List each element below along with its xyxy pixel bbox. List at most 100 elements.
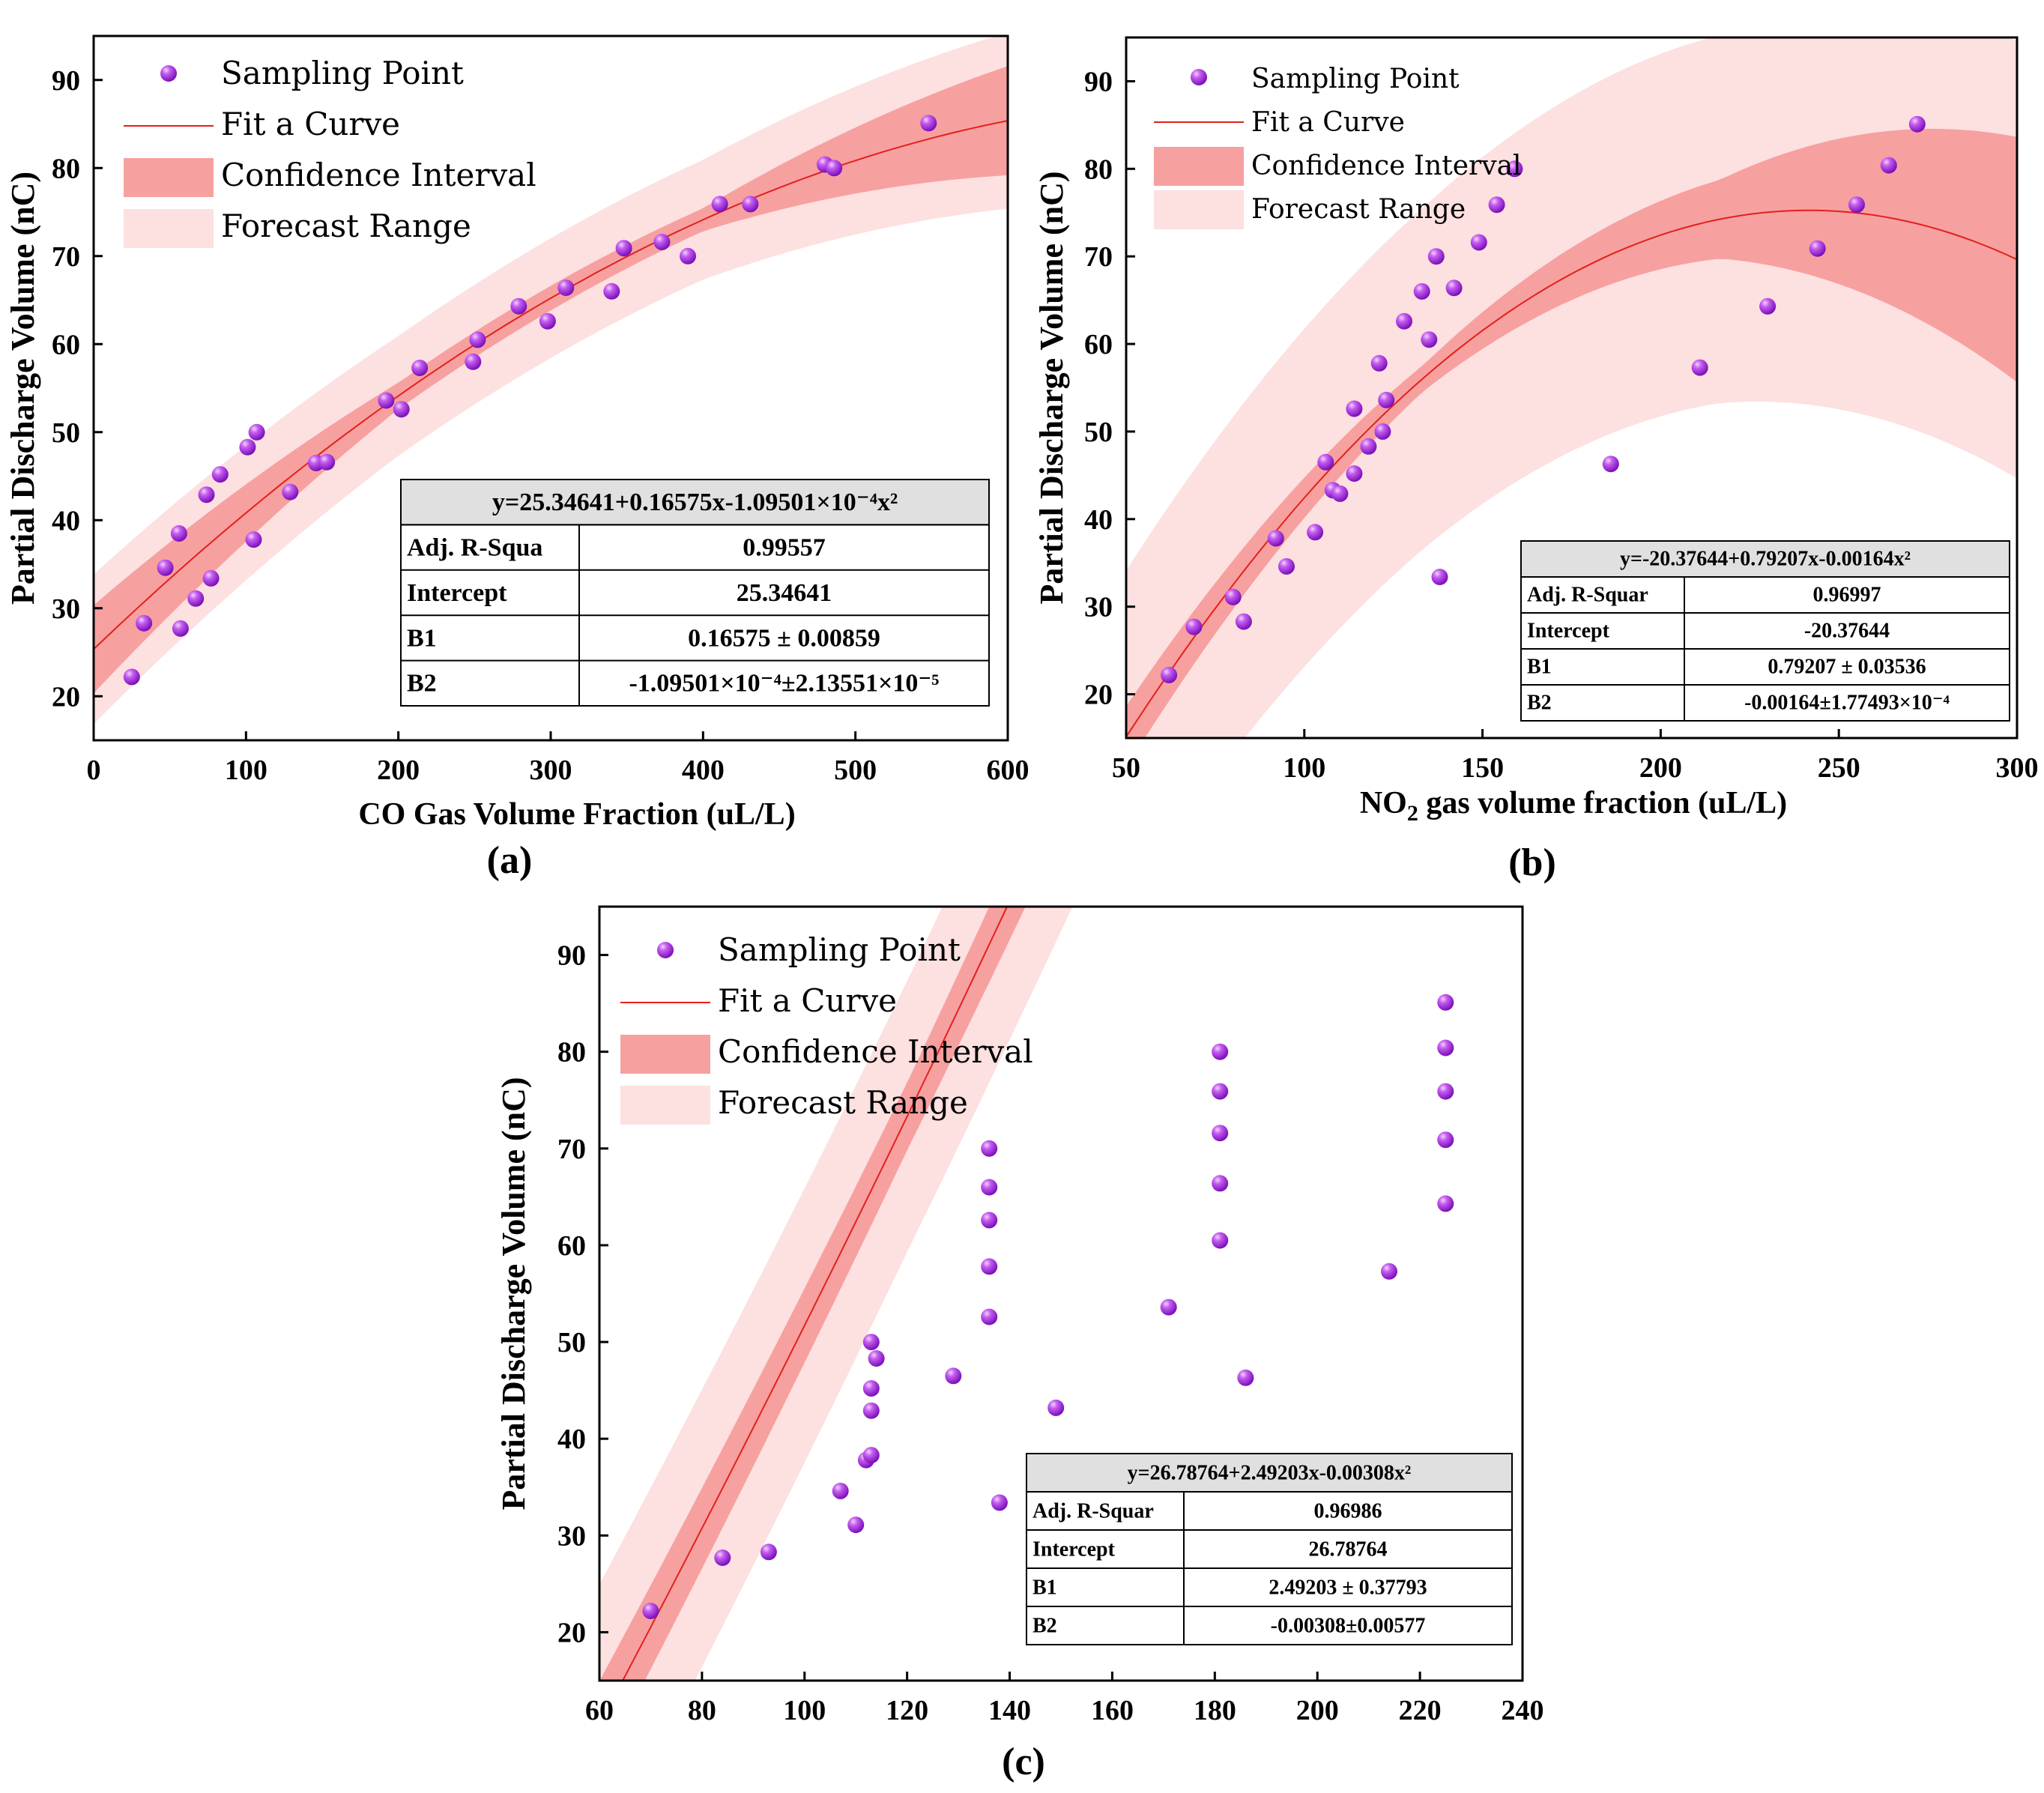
x-tick-label-a: 600 (987, 755, 1029, 786)
panel-label-c: (c) (1002, 1741, 1045, 1783)
x-tick-label-a: 400 (682, 755, 725, 786)
sampling-point-c-12 (981, 1308, 998, 1325)
legend-a: Sampling Point Fit a Curve Confidence Inte… (124, 55, 536, 248)
sampling-point-b-13 (1370, 354, 1388, 372)
sampling-point-a-7 (202, 569, 220, 587)
plot-frame-c (598, 905, 1524, 1682)
sampling-point-a-1 (136, 614, 153, 632)
legend-forecast-label: Forecast Range (718, 1084, 968, 1121)
x-tick-label-c: 160 (1091, 1695, 1134, 1726)
sampling-point-b-7 (1317, 453, 1334, 471)
confidence-band-b (1126, 128, 2017, 738)
legend-sampling-label: Sampling Point (221, 55, 464, 91)
sampling-point-a-18 (465, 353, 482, 370)
x-tick-label-a: 0 (87, 755, 101, 786)
legend-sampling-label: Sampling Point (718, 931, 961, 968)
sampling-point-a-21 (539, 312, 556, 330)
x-tick-label-b: 200 (1639, 752, 1682, 784)
sampling-point-a-8 (211, 466, 229, 483)
sampling-point-c-18 (1047, 1399, 1065, 1416)
legend-fit-label: Fit a Curve (221, 106, 400, 142)
legend-forecast-icon (124, 209, 214, 248)
sampling-point-c-26 (1381, 1263, 1397, 1280)
sampling-point-a-25 (653, 234, 671, 250)
sampling-point-b-24 (1506, 160, 1523, 178)
sampling-point-b-6 (1307, 524, 1324, 541)
sampling-point-a-4 (170, 524, 187, 542)
legend-ci-label: Confidence Interval (718, 1033, 1033, 1070)
panel-label-b: (b) (1508, 841, 1556, 884)
sampling-point-b-25 (1602, 456, 1619, 473)
y-axis-label-a: Partial Discharge Volume (nC) (4, 172, 41, 605)
legend-forecast-icon (620, 1086, 710, 1125)
sampling-point-c-16 (981, 1140, 998, 1157)
table-equation: y=-20.37644+0.79207x-0.00164x² (1620, 548, 1911, 571)
legend-fit-label: Fit a Curve (718, 982, 897, 1019)
legend-c: Sampling Point Fit a Curve Confidence Inte… (620, 931, 1033, 1125)
sampling-point-a-27 (711, 196, 728, 213)
sampling-point-b-22 (1470, 234, 1487, 251)
x-tick-label-a: 500 (834, 755, 877, 786)
sampling-point-a-10 (245, 531, 262, 548)
sampling-point-c-22 (1212, 1125, 1229, 1142)
sampling-point-b-9 (1331, 485, 1349, 502)
sampling-point-c-8 (862, 1380, 880, 1397)
y-tick-label-a: 20 (52, 681, 80, 713)
sampling-point-b-27 (1759, 297, 1777, 315)
sampling-point-c-28 (1437, 1131, 1454, 1149)
table-row-label: Adj. R-Squar (1527, 584, 1648, 607)
fit-curve-a (94, 120, 1008, 650)
table-row-value: 0.79207 ± 0.03536 (1768, 656, 1926, 679)
legend-ci-icon (620, 1035, 710, 1074)
confidence-band-c (599, 907, 1026, 1681)
y-tick-label-c: 90 (557, 940, 586, 972)
sampling-point-c-0 (642, 1603, 659, 1619)
table-row-value: -20.37644 (1804, 620, 1890, 643)
sampling-point-c-25 (1237, 1369, 1254, 1386)
y-tick-label-b: 20 (1084, 680, 1113, 711)
sampling-point-a-31 (920, 115, 937, 132)
panel-label-a: (a) (487, 839, 533, 882)
sampling-point-c-1 (714, 1549, 731, 1566)
sampling-point-c-24 (1212, 1043, 1229, 1060)
stats-table-c: y=26.78764+2.49203x-0.00308x² Adj. R-Squa… (1026, 1453, 1513, 1645)
sampling-point-a-24 (615, 240, 632, 257)
table-row-value: 0.99557 (743, 533, 826, 561)
sampling-point-a-9 (239, 438, 256, 456)
legend-ci-icon (124, 158, 214, 197)
x-tick-label-c: 180 (1194, 1695, 1236, 1726)
sampling-point-b-21 (1445, 279, 1463, 297)
chart-panel-c: 60 80 100 120 140 160 180 200 220 240 20 30 40 50 60 70… (495, 905, 1544, 1783)
y-tick-label-a: 50 (52, 417, 80, 449)
sampling-point-a-0 (123, 668, 140, 686)
chart-panel-a: 0 100 200 300 400 500 600 20 30 40 50 60 70 80 90 Parti… (4, 34, 1029, 882)
sampling-point-c-10 (868, 1350, 885, 1367)
x-tick-label-a: 200 (377, 755, 420, 786)
plot-area-c (599, 907, 1454, 1681)
sampling-point-c-31 (1437, 994, 1454, 1011)
y-tick-label-b: 70 (1084, 241, 1113, 273)
table-equation: y=26.78764+2.49203x-0.00308x² (1128, 1462, 1412, 1485)
sampling-point-a-16 (393, 401, 410, 418)
y-tick-label-c: 20 (557, 1617, 586, 1648)
sampling-point-c-17 (991, 1494, 1008, 1511)
sampling-point-b-12 (1360, 438, 1377, 455)
sampling-point-b-3 (1235, 613, 1252, 630)
sampling-point-a-6 (198, 486, 215, 504)
y-tick-label-c: 60 (557, 1230, 586, 1262)
stats-table-a: y=25.34641+0.16575x-1.09501×10⁻⁴x² Adj. R… (400, 479, 990, 707)
y-axis-label-c: Partial Discharge Volume (nC) (495, 1077, 532, 1510)
sampling-point-a-15 (378, 392, 395, 409)
legend-forecast-label: Forecast Range (1251, 194, 1466, 225)
sampling-point-a-26 (680, 247, 696, 264)
y-tick-label-c: 80 (557, 1037, 586, 1068)
sampling-point-c-11 (945, 1367, 962, 1385)
sampling-point-b-10 (1346, 465, 1363, 482)
legend-b: Sampling Point Fit a Curve Confidence Inte… (1154, 64, 1522, 229)
sampling-point-c-7 (862, 1334, 880, 1351)
sampling-point-a-11 (248, 423, 265, 441)
sampling-point-a-30 (826, 160, 843, 177)
y-tick-label-a: 40 (52, 505, 80, 536)
legend-fit-label: Fit a Curve (1251, 107, 1405, 138)
y-tick-label-b: 60 (1084, 329, 1113, 360)
